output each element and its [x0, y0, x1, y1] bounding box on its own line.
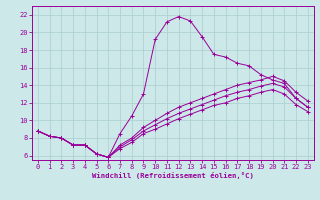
X-axis label: Windchill (Refroidissement éolien,°C): Windchill (Refroidissement éolien,°C): [92, 172, 254, 179]
